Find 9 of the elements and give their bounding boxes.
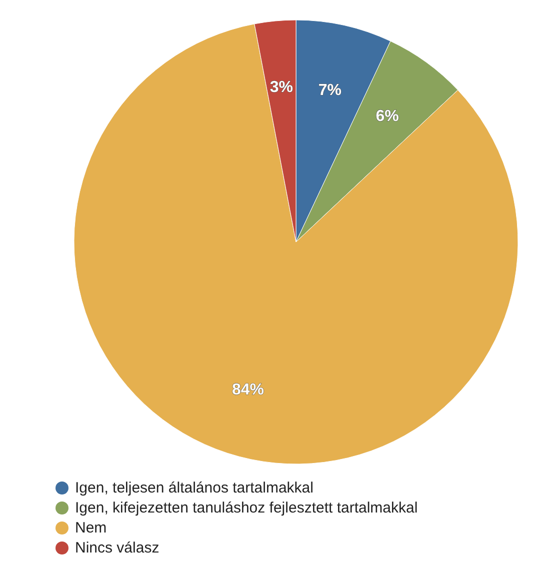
legend-label: Nincs válasz bbox=[75, 540, 160, 556]
data-label: 3% bbox=[270, 78, 293, 96]
legend-label: Igen, kifejezetten tanuláshoz fejlesztett tartalmakkal bbox=[75, 500, 418, 516]
legend-label: Igen, teljesen általános tartalmakkal bbox=[75, 480, 314, 496]
pie-slice bbox=[74, 24, 518, 464]
data-label: 84% bbox=[232, 381, 264, 398]
data-label: 6% bbox=[376, 108, 399, 125]
data-label: 7% bbox=[318, 82, 342, 99]
legend-label: Nem bbox=[75, 520, 107, 536]
